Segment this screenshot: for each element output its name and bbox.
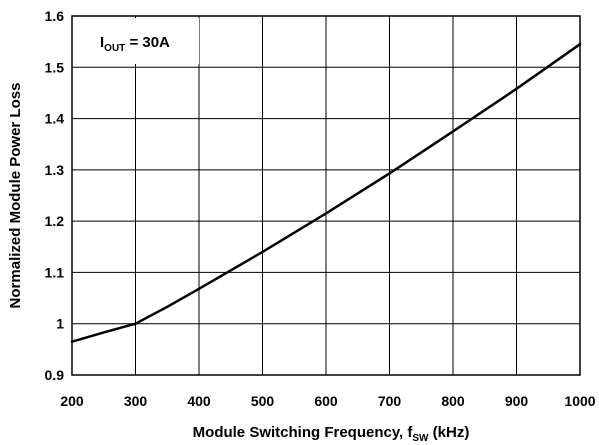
- x-tick-labels: 200 300 400 500 600 700 800 900 1000: [60, 393, 595, 409]
- y-tick-label: 1.5: [45, 59, 65, 75]
- x-tick-label: 400: [187, 393, 211, 409]
- series-lines: [70, 42, 582, 343]
- x-tick-label: 500: [251, 393, 275, 409]
- plot-border: [71, 15, 581, 376]
- y-tick-label: 1.2: [45, 213, 65, 229]
- y-tick-label: 1: [56, 316, 64, 332]
- annotation-background: [74, 18, 199, 64]
- y-axis-label: Normalized Module Power Loss: [7, 83, 24, 309]
- x-tick-label: 300: [124, 393, 148, 409]
- annotation-main: I: [100, 34, 104, 51]
- y-tick-label: 1.3: [45, 162, 65, 178]
- annotation-sub: OUT: [104, 43, 125, 54]
- plot-frame: [71, 15, 581, 376]
- x-axis-label-suffix: (kHz): [429, 424, 470, 441]
- x-tick-label: 900: [505, 393, 529, 409]
- annotation-box: IOUT = 30A: [74, 18, 199, 64]
- x-tick-label: 600: [314, 393, 338, 409]
- y-tick-labels: 0.9 1 1.1 1.2 1.3 1.4 1.5 1.6: [45, 8, 65, 383]
- series-line: [70, 42, 582, 343]
- y-tick-label: 1.1: [45, 264, 65, 280]
- x-tick-label: 200: [60, 393, 84, 409]
- x-axis-label: Module Switching Frequency, fSW (kHz): [193, 424, 470, 444]
- y-tick-label: 1.6: [45, 8, 65, 24]
- grid-lines: [71, 15, 581, 376]
- x-axis-label-sub: SW: [412, 433, 429, 444]
- x-tick-label: 800: [441, 393, 465, 409]
- y-tick-label: 1.4: [45, 111, 65, 127]
- x-tick-label: 1000: [564, 393, 595, 409]
- annotation-suffix: = 30A: [125, 34, 170, 51]
- x-tick-label: 700: [378, 393, 402, 409]
- x-axis-label-main: Module Switching Frequency, f: [193, 424, 414, 441]
- annotation-label: IOUT = 30A: [100, 34, 170, 54]
- y-tick-label: 0.9: [45, 367, 65, 383]
